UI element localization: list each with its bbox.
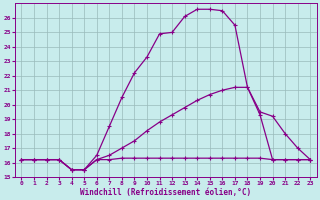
X-axis label: Windchill (Refroidissement éolien,°C): Windchill (Refroidissement éolien,°C) [80,188,252,197]
